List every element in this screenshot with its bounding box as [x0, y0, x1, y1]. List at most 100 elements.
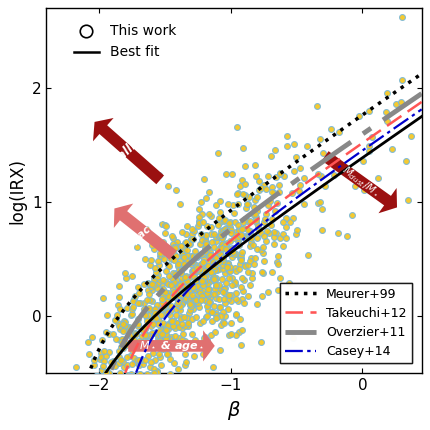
Point	[220, 309, 227, 316]
Point	[157, 327, 164, 334]
Point	[242, 192, 249, 199]
Point	[227, 264, 233, 270]
Point	[132, 340, 139, 347]
Point	[157, 338, 164, 344]
Point	[242, 216, 249, 223]
Point	[212, 312, 219, 319]
Point	[159, 296, 166, 303]
Point	[163, 310, 170, 317]
Point	[248, 275, 255, 282]
Point	[203, 281, 210, 288]
Point	[270, 189, 277, 196]
Point	[277, 171, 284, 178]
Point	[234, 222, 241, 229]
Point	[177, 295, 184, 302]
Point	[240, 299, 247, 306]
Point	[190, 236, 197, 243]
Point	[162, 328, 169, 335]
Point	[143, 314, 150, 321]
Point	[230, 249, 236, 255]
Point	[223, 225, 230, 232]
Point	[238, 231, 245, 238]
Point	[212, 309, 219, 316]
Point	[206, 210, 213, 217]
Point	[139, 360, 146, 367]
Point	[190, 253, 197, 260]
Point	[197, 261, 204, 268]
Point	[241, 262, 248, 269]
Point	[157, 252, 163, 259]
Point	[194, 287, 201, 294]
Point	[189, 272, 196, 279]
Point	[176, 200, 183, 207]
Point	[188, 253, 195, 260]
Point	[131, 329, 138, 336]
Text: $M_{dust}/M_\star$: $M_{dust}/M_\star$	[339, 163, 383, 201]
Point	[216, 233, 223, 240]
Point	[163, 222, 170, 229]
Point	[196, 286, 203, 292]
Point	[246, 257, 253, 264]
Point	[156, 249, 163, 256]
Point	[219, 255, 226, 261]
Point	[369, 133, 375, 140]
Point	[193, 283, 200, 290]
Point	[177, 257, 184, 264]
Point	[138, 357, 144, 364]
Point	[184, 277, 191, 284]
Point	[220, 295, 227, 302]
Point	[169, 317, 176, 324]
Point	[272, 146, 279, 153]
Point	[129, 304, 136, 310]
Point	[189, 315, 196, 322]
Point	[150, 350, 157, 356]
Point	[169, 322, 176, 329]
Point	[294, 227, 301, 234]
Point	[164, 320, 171, 327]
Point	[162, 335, 169, 342]
Point	[187, 236, 194, 243]
Point	[204, 307, 211, 314]
Point	[160, 277, 166, 284]
Point	[181, 322, 188, 329]
Point	[161, 303, 168, 310]
Point	[172, 306, 179, 313]
Point	[212, 295, 219, 301]
Point	[99, 336, 106, 343]
Point	[205, 298, 212, 305]
Point	[195, 280, 202, 287]
Point	[314, 200, 321, 206]
Point	[199, 292, 206, 299]
Point	[137, 371, 144, 378]
Point	[191, 336, 198, 343]
Point	[162, 335, 169, 342]
Point	[209, 309, 216, 316]
Point	[248, 255, 255, 261]
Point	[111, 363, 118, 370]
Point	[168, 340, 175, 347]
Point	[85, 351, 92, 358]
Point	[231, 219, 238, 226]
Point	[267, 152, 274, 159]
Point	[207, 249, 214, 255]
Point	[224, 295, 231, 302]
Point	[211, 275, 218, 282]
Point	[268, 188, 275, 195]
Point	[166, 273, 172, 280]
Point	[170, 269, 177, 276]
Point	[255, 223, 261, 230]
Point	[228, 319, 235, 326]
Point	[153, 280, 160, 287]
Point	[237, 261, 243, 267]
Point	[99, 363, 106, 370]
Point	[237, 254, 244, 261]
Point	[242, 263, 249, 270]
Point	[199, 250, 206, 257]
Point	[388, 146, 395, 153]
Point	[197, 279, 204, 286]
Point	[158, 221, 165, 227]
Point	[239, 249, 246, 255]
Point	[235, 298, 242, 305]
Point	[165, 281, 172, 288]
Point	[168, 337, 175, 344]
